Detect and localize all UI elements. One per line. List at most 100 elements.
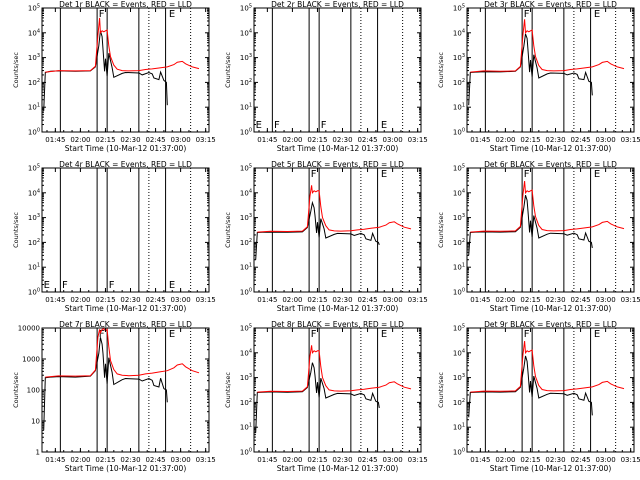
x-tick-label: 03:15 — [196, 456, 216, 464]
y-tick-label: 102 — [453, 238, 465, 247]
series-group — [468, 340, 625, 418]
x-tick-label: 02:45 — [145, 296, 165, 304]
y-axis-label: Counts/sec — [224, 372, 232, 408]
y-tick-label: 103 — [240, 53, 252, 62]
panel-title: Det 6r BLACK = Events, RED = LLD — [484, 160, 617, 169]
plot-frame — [41, 7, 210, 133]
x-tick-label: 01:45 — [45, 456, 65, 464]
x-tick-label: 02:15 — [95, 136, 115, 144]
x-tick-label: 02:30 — [120, 456, 140, 464]
series-line-lld — [45, 328, 200, 378]
y-tick-label: 101 — [240, 423, 252, 432]
x-tick-label: 02:15 — [520, 296, 540, 304]
panel-title: Det 2r BLACK = Events, RED = LLD — [271, 0, 404, 9]
marker-letter: E — [44, 280, 50, 291]
series-group — [468, 19, 625, 106]
x-tick-label: 03:15 — [196, 296, 216, 304]
y-tick-label: 103 — [453, 53, 465, 62]
plot-frame — [466, 167, 635, 293]
x-axis-label: Start Time (10-Mar-12 01:37:00) — [65, 464, 187, 473]
marker-letter: F — [321, 120, 327, 131]
x-axis-label: Start Time (10-Mar-12 01:37:00) — [277, 304, 399, 313]
y-tick-label: 101 — [453, 263, 465, 272]
plot-frame — [466, 327, 635, 453]
plot-frame — [253, 327, 422, 453]
marker-letter: E — [381, 120, 387, 131]
y-tick-label: 101 — [28, 103, 40, 112]
y-tick-label: 101 — [453, 103, 465, 112]
x-tick-label: 02:45 — [570, 456, 590, 464]
series-line-lld — [45, 17, 200, 73]
plot-frame — [41, 327, 210, 453]
x-tick-label: 02:00 — [495, 456, 515, 464]
marker-letter: F — [109, 280, 115, 291]
y-tick-label: 102 — [28, 238, 40, 247]
detector-panel-4: Det 4r BLACK = Events, RED = LLD E F F E 01:4… — [12, 160, 216, 313]
y-tick-label: 104 — [240, 348, 252, 357]
series-line-lld — [257, 185, 412, 233]
series-line-lld — [257, 345, 412, 393]
y-tick-label: 103 — [453, 213, 465, 222]
x-tick-label: 02:15 — [95, 456, 115, 464]
series-line-lld — [470, 180, 625, 233]
marker-letter: F — [311, 169, 317, 180]
y-tick-label: 104 — [28, 28, 40, 37]
x-tick-label: 01:45 — [470, 136, 490, 144]
x-tick-label: 03:00 — [383, 136, 403, 144]
y-tick-label: 104 — [240, 28, 252, 37]
x-tick-label: 02:00 — [282, 296, 302, 304]
x-tick-label: 02:00 — [70, 136, 90, 144]
y-tick-label: 101 — [453, 423, 465, 432]
marker-letter: F — [99, 329, 105, 340]
y-tick-label: 100 — [240, 448, 252, 457]
y-axis-label: Counts/sec — [12, 212, 20, 248]
y-tick-label: 1000 — [22, 356, 40, 364]
y-tick-label: 102 — [28, 78, 40, 87]
y-tick-label: 105 — [453, 324, 465, 333]
y-axis-label: Counts/sec — [12, 52, 20, 88]
x-tick-label: 02:15 — [95, 296, 115, 304]
y-axis-label: Counts/sec — [224, 212, 232, 248]
y-tick-label: 103 — [28, 213, 40, 222]
series-group — [43, 328, 200, 431]
x-tick-label: 02:30 — [332, 456, 352, 464]
x-tick-label: 02:45 — [357, 456, 377, 464]
marker-letter: F — [274, 120, 280, 131]
series-line-events — [468, 195, 593, 256]
x-tick-label: 02:30 — [545, 456, 565, 464]
marker-letter: F — [524, 329, 530, 340]
panel-title: Det 1r BLACK = Events, RED = LLD — [59, 0, 192, 9]
y-tick-label: 100 — [27, 387, 40, 395]
y-tick-label: 104 — [453, 28, 465, 37]
x-tick-label: 03:00 — [171, 136, 191, 144]
y-axis-label: Counts/sec — [12, 372, 20, 408]
x-tick-label: 03:15 — [196, 136, 216, 144]
x-tick-label: 01:45 — [257, 136, 277, 144]
x-tick-label: 03:00 — [383, 456, 403, 464]
y-tick-label: 10000 — [18, 325, 40, 333]
x-tick-label: 02:00 — [282, 136, 302, 144]
x-tick-label: 03:00 — [171, 296, 191, 304]
detector-panel-2: Det 2r BLACK = Events, RED = LLD E F F E 01:4… — [224, 0, 428, 153]
x-tick-label: 03:00 — [383, 296, 403, 304]
x-tick-label: 02:30 — [545, 296, 565, 304]
y-tick-label: 101 — [28, 263, 40, 272]
y-axis-label: Counts/sec — [224, 52, 232, 88]
series-group — [468, 180, 625, 256]
series-group — [43, 17, 200, 112]
marker-letter: E — [169, 329, 175, 340]
x-tick-label: 02:00 — [70, 296, 90, 304]
y-tick-label: 103 — [453, 373, 465, 382]
x-tick-label: 02:15 — [520, 456, 540, 464]
x-tick-label: 02:30 — [332, 296, 352, 304]
y-tick-label: 101 — [240, 103, 252, 112]
x-tick-label: 02:30 — [545, 136, 565, 144]
y-tick-label: 104 — [28, 188, 40, 197]
x-tick-label: 02:15 — [307, 136, 327, 144]
marker-letter: E — [381, 329, 387, 340]
marker-letter: F — [62, 280, 68, 291]
x-tick-label: 03:00 — [171, 456, 191, 464]
series-line-events — [255, 362, 380, 433]
